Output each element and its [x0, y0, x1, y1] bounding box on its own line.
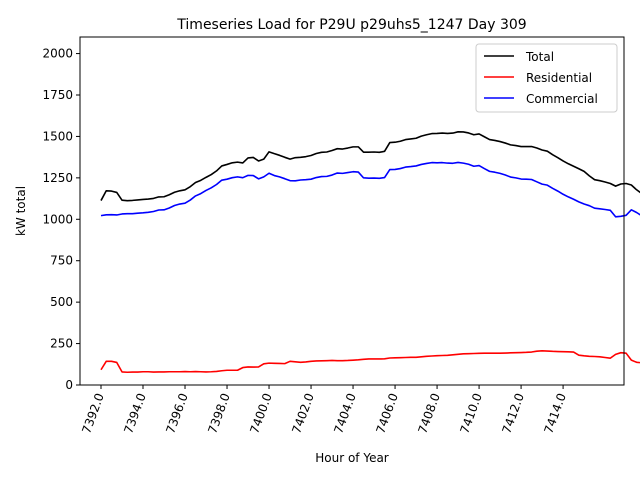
legend-box: [475, 43, 618, 113]
y-tick-label: 1750: [42, 88, 73, 102]
y-tick-label: 1500: [42, 129, 73, 143]
plot-frame: [79, 36, 625, 386]
y-tick-label: 1000: [42, 212, 73, 226]
y-tick-label: 500: [50, 295, 73, 309]
legend: Total Residential Commercial: [475, 43, 618, 113]
x-axis-label: Hour of Year: [315, 451, 389, 465]
legend-label-total: Total: [525, 50, 554, 64]
y-tick-label: 750: [50, 254, 73, 268]
series-line-total: [100, 130, 640, 202]
y-tick-label: 0: [65, 378, 73, 392]
legend-label-commercial: Commercial: [526, 92, 598, 106]
chart-title: Timeseries Load for P29U p29uhs5_1247 Da…: [176, 17, 526, 33]
y-axis-label: kW total: [14, 186, 28, 236]
legend-label-residential: Residential: [526, 71, 592, 85]
y-tick-label: 2000: [42, 47, 73, 61]
y-axis-ticks: 0 250 500 750 1000 1250 1500 1750 2000: [42, 47, 80, 392]
series-line-residential: [100, 350, 640, 374]
y-tick-label: 1250: [42, 171, 73, 185]
series-lines: [100, 130, 640, 374]
series-line-commercial: [100, 161, 640, 218]
y-tick-label: 250: [50, 337, 73, 351]
